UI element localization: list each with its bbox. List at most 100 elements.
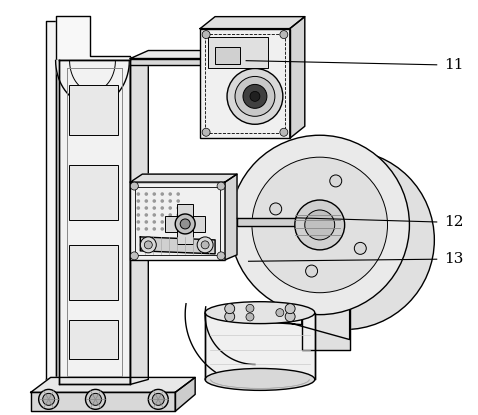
Circle shape [152,393,164,405]
Circle shape [89,393,101,405]
Circle shape [175,214,195,234]
Polygon shape [130,59,270,66]
Polygon shape [55,16,130,384]
Circle shape [197,237,213,253]
Circle shape [270,203,282,215]
Circle shape [152,199,156,203]
Circle shape [86,389,106,409]
Polygon shape [55,61,130,384]
Circle shape [276,309,284,317]
Polygon shape [200,17,305,29]
Circle shape [152,213,156,217]
Circle shape [130,252,138,260]
Circle shape [144,213,148,217]
Circle shape [144,241,152,249]
Circle shape [161,206,164,210]
Circle shape [176,227,180,231]
Circle shape [326,210,334,218]
Text: 12: 12 [444,215,463,229]
Polygon shape [31,377,195,392]
Circle shape [330,175,342,187]
Circle shape [285,312,295,322]
Polygon shape [290,17,305,138]
Circle shape [250,91,260,101]
Circle shape [137,206,140,210]
Circle shape [137,192,140,196]
Circle shape [176,206,180,210]
Circle shape [225,304,235,314]
Polygon shape [141,237,215,254]
Circle shape [168,192,172,196]
Circle shape [168,199,172,203]
Circle shape [285,304,295,314]
Bar [165,216,205,232]
Circle shape [217,252,225,260]
Circle shape [137,213,140,217]
Circle shape [227,68,283,124]
Bar [177,204,193,244]
Bar [68,85,119,135]
Circle shape [225,312,235,322]
Polygon shape [59,61,130,384]
Circle shape [141,237,156,253]
Polygon shape [130,174,237,182]
Circle shape [161,220,164,224]
Polygon shape [175,377,195,411]
Circle shape [280,128,288,136]
Circle shape [202,31,210,39]
Circle shape [144,220,148,224]
Circle shape [144,227,148,231]
Circle shape [161,199,164,203]
Polygon shape [225,174,237,260]
Circle shape [252,157,388,293]
Bar [215,46,240,64]
Circle shape [280,31,288,39]
Polygon shape [302,305,349,349]
Circle shape [202,128,210,136]
Polygon shape [46,21,115,379]
Polygon shape [130,51,280,59]
Polygon shape [237,218,320,226]
Bar [68,320,119,359]
Circle shape [137,220,140,224]
Circle shape [168,213,172,217]
Circle shape [148,389,168,409]
Polygon shape [130,61,148,384]
Circle shape [243,84,267,108]
Circle shape [43,393,54,405]
Bar [200,29,290,138]
Circle shape [168,206,172,210]
Circle shape [152,220,156,224]
Text: 13: 13 [444,252,463,266]
Bar [68,245,119,300]
Circle shape [39,389,59,409]
Circle shape [176,199,180,203]
Circle shape [305,265,317,277]
Circle shape [152,206,156,210]
Circle shape [137,227,140,231]
Circle shape [137,199,140,203]
Polygon shape [55,61,130,105]
Circle shape [235,76,275,116]
Circle shape [176,220,180,224]
Circle shape [354,242,366,254]
Circle shape [161,213,164,217]
Text: 11: 11 [444,58,463,72]
Bar [130,182,225,260]
Circle shape [152,192,156,196]
Polygon shape [205,312,315,379]
Circle shape [201,241,209,249]
Circle shape [356,262,364,270]
Circle shape [152,227,156,231]
Circle shape [144,192,148,196]
Bar [68,165,119,220]
Polygon shape [230,305,349,339]
Bar [208,37,268,68]
Circle shape [295,200,345,250]
Circle shape [161,227,164,231]
Bar [205,34,285,133]
Circle shape [176,213,180,217]
Circle shape [144,199,148,203]
Circle shape [168,220,172,224]
Circle shape [130,182,138,190]
